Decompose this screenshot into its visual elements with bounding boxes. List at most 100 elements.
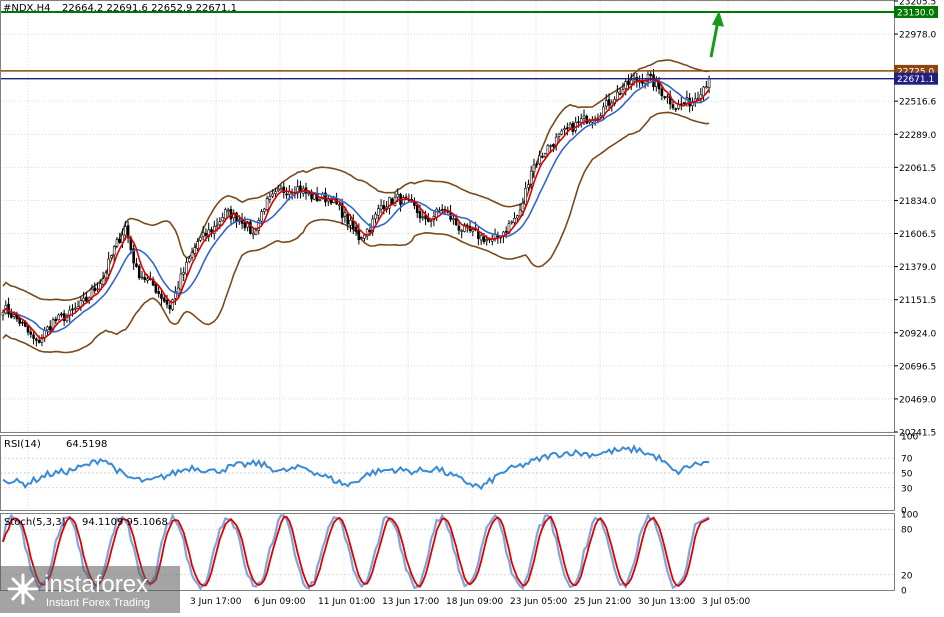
pane-labels: #NDX,H4 22664.2 22691.6 22652.9 22671.1 … [3, 3, 237, 528]
candle [187, 256, 191, 264]
stochastic-value-label: 94.1109 95.1068 [82, 517, 168, 528]
rsi-tick-label: 70 [901, 455, 913, 465]
candle [21, 320, 24, 327]
stochastic-tick-label: 0 [901, 587, 907, 597]
candle [85, 291, 88, 304]
candle [276, 184, 280, 193]
watermark-tagline: Instant Forex Trading [46, 597, 150, 609]
candle [57, 313, 60, 321]
candle [479, 233, 483, 245]
candle [107, 251, 110, 280]
candle [221, 212, 224, 222]
price-tick-label: 20924.0 [899, 329, 936, 339]
candle [199, 236, 202, 243]
axes: 23205.5 22978.0 22516.6 22289.0 22061.5 21834… [190, 0, 938, 607]
slow-moving-average [2, 79, 710, 333]
candle [279, 184, 283, 191]
candle [518, 203, 522, 218]
candle [674, 107, 678, 112]
candle [563, 125, 566, 135]
price-level-tag [894, 72, 938, 85]
target-arrow-head-icon [712, 10, 724, 27]
candle [671, 100, 675, 110]
candle [340, 198, 344, 225]
price-tick-label: 22289.0 [899, 131, 936, 141]
candle [346, 213, 350, 231]
candle [196, 238, 199, 251]
candle [179, 267, 183, 295]
candle [457, 220, 461, 235]
candle [251, 228, 255, 240]
candle [226, 207, 230, 218]
candle [171, 298, 174, 311]
candle [185, 257, 188, 280]
stochastic-signal-line [2, 515, 710, 588]
pane-frames [0, 0, 895, 591]
candle [132, 244, 135, 270]
candle [168, 300, 172, 314]
candle [124, 221, 127, 241]
candle [93, 282, 97, 294]
candle [154, 283, 158, 295]
candle [54, 316, 58, 325]
candle [705, 80, 708, 89]
candle [285, 187, 288, 200]
rsi-tick-label: 50 [901, 470, 913, 480]
stochastic-pane[interactable] [1, 512, 710, 591]
candle [429, 218, 433, 228]
candle [318, 197, 322, 202]
candle [663, 95, 666, 100]
candle [201, 226, 205, 241]
stochastic-tick-label: 80 [901, 526, 913, 536]
candle [265, 195, 269, 212]
candle [48, 320, 52, 332]
candle [624, 79, 628, 96]
candle [460, 228, 464, 239]
candle [282, 182, 286, 199]
candle [104, 270, 108, 283]
rsi-tick-label: 30 [901, 484, 913, 494]
candle [307, 191, 311, 197]
candle [271, 189, 274, 199]
candle [452, 214, 455, 225]
candle [696, 91, 700, 100]
time-tick-label: 11 Jun 01:00 [318, 597, 375, 607]
candle [568, 121, 572, 130]
candle [510, 220, 514, 225]
candle [193, 243, 197, 258]
candle [182, 267, 185, 282]
candle [552, 143, 555, 153]
candle [73, 302, 77, 314]
candle [249, 219, 252, 235]
time-tick-label: 3 Jul 05:00 [702, 597, 751, 607]
rsi-line [2, 444, 710, 491]
price-level-label: 22725.0 [897, 67, 934, 77]
candle [440, 204, 444, 212]
price-tick-label: 23205.5 [899, 0, 936, 8]
symbol-timeframe-label: #NDX,H4 [3, 3, 50, 14]
candle [137, 264, 141, 281]
candle [110, 254, 113, 259]
stochastic-tick-label: 100 [901, 511, 918, 521]
price-tick-label: 22978.0 [899, 31, 936, 41]
price-tick-label: 20469.0 [899, 395, 936, 405]
candle [463, 222, 466, 233]
price-tick-label: 21151.5 [899, 296, 936, 306]
candle [374, 211, 377, 224]
candle [360, 236, 363, 240]
candle [210, 226, 213, 238]
candle [379, 199, 383, 214]
candle [257, 217, 261, 235]
candle [101, 271, 105, 287]
rsi-pane[interactable] [2, 444, 710, 491]
instaforex-logo-icon [7, 573, 39, 605]
fast-moving-average [2, 78, 710, 340]
candle [535, 161, 539, 168]
candle [263, 207, 266, 215]
candle [76, 300, 80, 311]
candle [118, 232, 122, 245]
price-pane[interactable] [0, 10, 894, 354]
candle [140, 270, 144, 280]
price-level-tag [894, 5, 938, 18]
